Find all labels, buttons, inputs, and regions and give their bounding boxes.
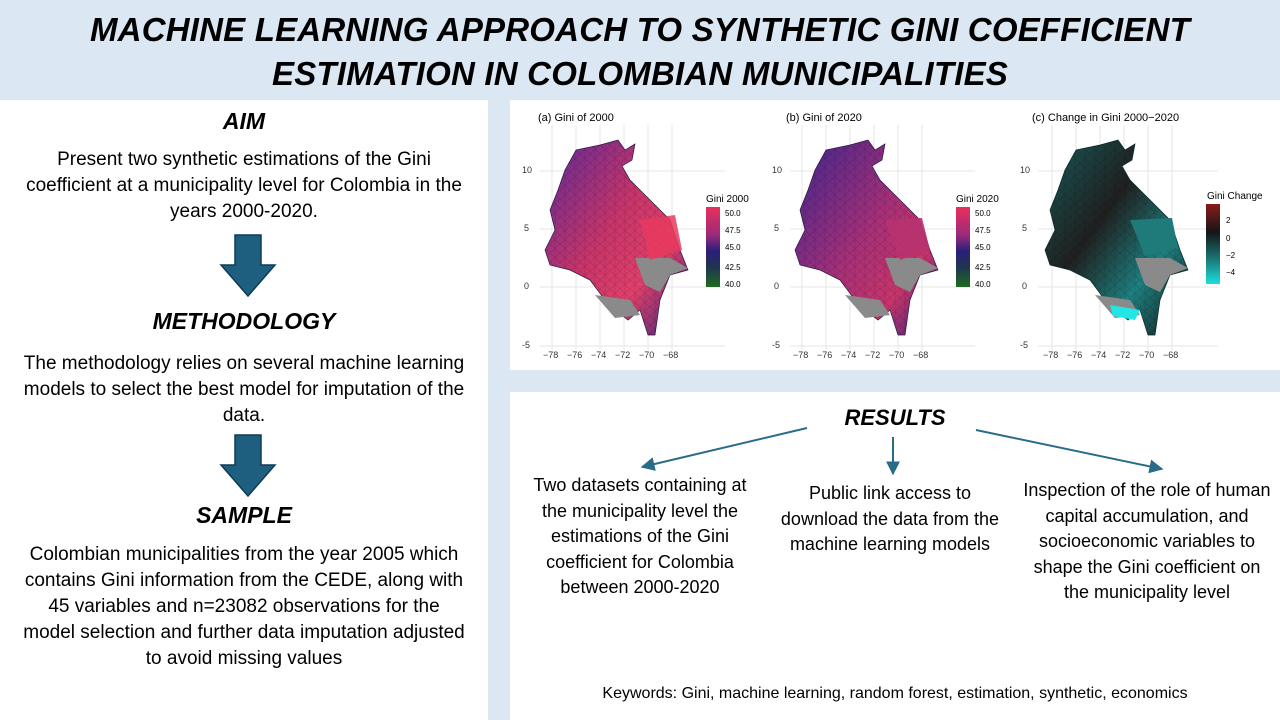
y-tick: -5 — [1020, 340, 1029, 350]
x-tick: −74 — [841, 350, 857, 360]
y-tick: 10 — [1020, 165, 1031, 175]
y-tick: -5 — [522, 340, 531, 350]
legend-tick: 42.5 — [725, 263, 741, 272]
methodology-heading: METHODOLOGY — [152, 308, 336, 334]
x-tick: −78 — [1043, 350, 1059, 360]
x-tick: −72 — [865, 350, 881, 360]
legend-tick: 50.0 — [975, 209, 991, 218]
legend-tick: 47.5 — [975, 226, 991, 235]
title-line-1: MACHINE LEARNING APPROACH TO SYNTHETIC G… — [89, 11, 1191, 48]
legend-tick: 45.0 — [975, 243, 991, 252]
y-tick: 10 — [772, 165, 783, 175]
legend-tick: −4 — [1226, 268, 1236, 277]
x-tick: −70 — [889, 350, 905, 360]
map-gini-2020 — [790, 125, 975, 350]
maps-panel: (a) Gini of 2000 Gini 2000 50.0 47.5 45.… — [510, 100, 1280, 370]
legend-tick: 50.0 — [725, 209, 741, 218]
x-tick: −78 — [793, 350, 809, 360]
sample-heading: SAMPLE — [196, 502, 292, 528]
x-tick: −68 — [1163, 350, 1179, 360]
x-tick: −70 — [639, 350, 655, 360]
legend-tick: 45.0 — [725, 243, 741, 252]
y-tick: 5 — [774, 223, 780, 233]
result-arrow-left — [640, 427, 808, 471]
x-tick: −74 — [1091, 350, 1107, 360]
x-tick: −78 — [543, 350, 559, 360]
map-title: (a) Gini of 2000 — [538, 112, 614, 124]
y-tick: -5 — [772, 340, 781, 350]
map-title: (c) Change in Gini 2000−2020 — [1032, 112, 1180, 124]
y-tick: 5 — [524, 223, 530, 233]
legend-tick: 2 — [1226, 216, 1231, 225]
legend-tick: −2 — [1226, 251, 1236, 260]
map-gini-2000 — [540, 125, 725, 350]
down-arrow-icon — [219, 234, 277, 298]
left-panel: AIM Present two synthetic estimations of… — [0, 100, 488, 720]
legend-tick: 0 — [1226, 234, 1231, 243]
y-tick: 10 — [522, 165, 533, 175]
y-tick: 5 — [1022, 223, 1028, 233]
x-tick: −72 — [1115, 350, 1131, 360]
legend-tick: 42.5 — [975, 263, 991, 272]
title-line-2: ESTIMATION IN COLOMBIAN MUNICIPALITIES — [271, 55, 1009, 92]
header-banner: MACHINE LEARNING APPROACH TO SYNTHETIC G… — [0, 0, 1280, 100]
aim-text: Present two synthetic estimations of the… — [26, 149, 462, 222]
legend-title: Gini 2020 — [956, 194, 999, 205]
legend-tick: 40.0 — [975, 280, 991, 289]
map-title: (b) Gini of 2020 — [786, 112, 862, 124]
legend-tick: 47.5 — [725, 226, 741, 235]
results-panel — [510, 392, 1280, 720]
keywords: Keywords: Gini, machine learning, random… — [602, 685, 1188, 702]
down-arrow-icon — [219, 434, 277, 498]
legend-title: Gini Change — [1207, 191, 1263, 202]
sample-text: Colombian municipalities from the year 2… — [23, 544, 465, 669]
map-gini-change — [1038, 125, 1218, 350]
x-tick: −72 — [615, 350, 631, 360]
legend-tick: 40.0 — [725, 280, 741, 289]
x-tick: −76 — [817, 350, 833, 360]
legend-colorbar-gini-2000 — [706, 207, 720, 287]
legend-colorbar-gini-change — [1206, 204, 1220, 284]
x-tick: −70 — [1139, 350, 1155, 360]
x-tick: −74 — [591, 350, 607, 360]
result-public-link: Public link access to download the data … — [780, 483, 1000, 554]
x-tick: −68 — [663, 350, 679, 360]
methodology-text: The methodology relies on several machin… — [23, 353, 465, 426]
x-tick: −68 — [913, 350, 929, 360]
result-arrow-right — [975, 429, 1164, 474]
result-inspection: Inspection of the role of human capital … — [1023, 480, 1271, 602]
y-tick: 0 — [1022, 281, 1028, 291]
result-datasets: Two datasets containing at the municipal… — [533, 475, 747, 597]
x-tick: −76 — [1067, 350, 1083, 360]
legend-colorbar-gini-2020 — [956, 207, 970, 287]
aim-heading: AIM — [222, 108, 266, 134]
page-title: MACHINE LEARNING APPROACH TO SYNTHETIC G… — [0, 8, 1280, 96]
y-tick: 0 — [774, 281, 780, 291]
results-heading: RESULTS — [844, 405, 946, 430]
x-tick: −76 — [567, 350, 583, 360]
maps-figure — [540, 125, 1220, 350]
y-tick: 0 — [524, 281, 530, 291]
legend-title: Gini 2000 — [706, 194, 749, 205]
